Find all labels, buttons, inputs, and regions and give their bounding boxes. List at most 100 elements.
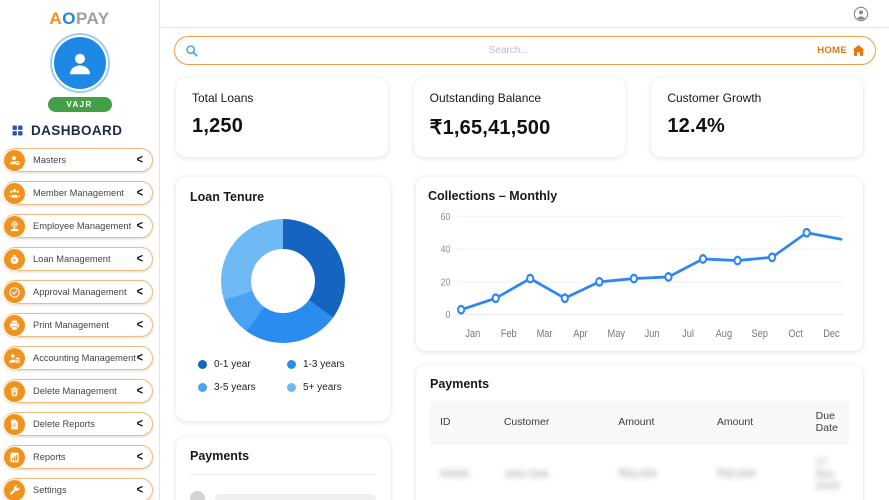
legend-item: 0-1 year: [198, 359, 287, 370]
chevron-left-icon: <: [136, 185, 143, 201]
chevron-left-icon: <: [136, 383, 143, 399]
sidebar-item-delete-reports[interactable]: Delete Reports <: [3, 412, 153, 436]
stat-value: 1,250: [192, 115, 244, 137]
svg-text:40: 40: [441, 244, 451, 256]
svg-text:Apr: Apr: [573, 328, 588, 340]
stat-card-customer-growth: Customer Growth 12.4%: [651, 78, 863, 157]
column-header: Due Date: [805, 401, 849, 444]
stat-label: Total Loans: [192, 91, 254, 105]
svg-text:May: May: [608, 328, 626, 340]
home-icon: [852, 45, 865, 56]
collections-title: Collections – Monthly: [428, 189, 558, 203]
table-row: #3456 John Doe ₹50,000 ₹50,000 17 Nov 2023: [430, 443, 849, 500]
list-item-text-placeholder: [215, 493, 376, 500]
svg-text:Feb: Feb: [501, 328, 517, 340]
legend-label: 0-1 year: [214, 359, 251, 370]
report-delete-icon: [3, 412, 26, 436]
legend-item: 5+ years: [287, 382, 376, 393]
menu-item-label: Accounting Management: [33, 353, 136, 363]
user-menu-button[interactable]: [853, 6, 869, 22]
check-circle-icon: [3, 280, 26, 304]
search-icon: [186, 44, 198, 57]
menu-item-label: Reports: [33, 452, 66, 462]
logo-letter-a: A: [49, 9, 63, 28]
chevron-left-icon: <: [136, 251, 143, 267]
sidebar-item-member-management[interactable]: Member Management <: [3, 181, 153, 205]
menu-item-label: Settings: [33, 485, 67, 495]
legend-dot: [287, 383, 296, 392]
main-area: HOME Total Loans 1,250 Outstanding Balan…: [161, 0, 889, 500]
sidebar-item-approval-management[interactable]: Approval Management <: [3, 280, 153, 304]
svg-text:Dec: Dec: [823, 328, 839, 340]
menu-item-label: Masters: [33, 155, 67, 165]
chevron-left-icon: <: [136, 482, 143, 498]
dashboard-content: Total Loans 1,250 Outstanding Balance ₹1…: [161, 65, 889, 500]
legend-label: 1-3 years: [303, 359, 345, 370]
list-item-avatar-placeholder: [190, 491, 205, 500]
sidebar-item-delete-management[interactable]: Delete Management <: [3, 379, 153, 403]
sidebar-item-loan-management[interactable]: ₹ Loan Management <: [3, 247, 153, 271]
legend-label: 5+ years: [303, 382, 342, 393]
table-cell: 17 Nov 2023: [805, 443, 849, 500]
avatar[interactable]: [53, 37, 106, 89]
sidebar-item-settings[interactable]: Settings <: [3, 478, 153, 500]
sidebar-menu: Masters < Member Management < Employee M…: [0, 147, 159, 500]
accounting-icon: [3, 346, 26, 370]
sidebar-item-print-management[interactable]: Print Management <: [3, 313, 153, 337]
sidebar-item-accounting-management[interactable]: Accounting Management <: [3, 346, 153, 370]
left-column: Loan Tenure 0-1 year 1-3 years 3-5 years 5+…: [176, 177, 390, 500]
menu-item-label: Employee Management: [33, 221, 132, 231]
payments-table: ID Customer Amount Amount Due Date #3456 John…: [430, 401, 849, 500]
trash-icon: [3, 379, 26, 403]
search-input[interactable]: [200, 44, 818, 57]
loan-tenure-donut-chart: [221, 219, 345, 343]
legend-item: 3-5 years: [198, 382, 287, 393]
legend-label: 3-5 years: [214, 382, 256, 393]
search-bar: HOME: [174, 36, 876, 65]
sidebar-item-reports[interactable]: Reports <: [3, 445, 153, 469]
chevron-left-icon: <: [136, 317, 143, 333]
loan-tenure-title: Loan Tenure: [190, 190, 265, 204]
stat-value: ₹1,65,41,500: [429, 117, 551, 139]
column-header: ID: [430, 401, 494, 444]
right-column: Collections – Monthly 0 20 40 60 Jan Feb Mar Ap…: [416, 177, 863, 500]
chart-report-icon: [3, 445, 26, 469]
menu-item-label: Loan Management: [33, 254, 111, 264]
sidebar-item-employee-management[interactable]: Employee Management <: [3, 214, 153, 238]
logo-text-pay: PAY: [75, 9, 110, 28]
payments-list-card: Payments: [176, 437, 390, 500]
home-button-label: HOME: [817, 45, 847, 56]
svg-text:Jul: Jul: [682, 328, 694, 340]
logo-letter-o: O: [62, 9, 76, 28]
divider: [190, 474, 376, 475]
payments-table-card: Payments ID Customer Amount Amount Due Date …: [416, 365, 863, 500]
wrench-icon: [3, 478, 26, 500]
column-header: Customer: [493, 401, 609, 444]
svg-text:Mar: Mar: [537, 328, 553, 340]
list-item: [190, 491, 376, 500]
svg-text:Sep: Sep: [751, 328, 768, 340]
column-header: Amount: [608, 401, 707, 444]
legend-item: 1-3 years: [287, 359, 376, 370]
column-header: Amount: [706, 401, 806, 444]
employee-gear-icon: [3, 214, 26, 238]
svg-text:60: 60: [441, 211, 451, 223]
menu-item-label: Approval Management: [33, 287, 127, 297]
user-gear-icon: [3, 148, 26, 172]
payments-list-title: Payments: [190, 449, 250, 463]
svg-text:Aug: Aug: [716, 328, 733, 340]
stat-card-total-loans: Total Loans 1,250: [176, 78, 388, 157]
menu-item-label: Print Management: [33, 320, 109, 330]
menu-item-label: Delete Management: [33, 386, 117, 396]
dashboard-heading[interactable]: DASHBOARD: [0, 112, 159, 147]
donut-legend: 0-1 year 1-3 years 3-5 years 5+ years: [190, 359, 376, 393]
collections-line-chart: 0 20 40 60 Jan Feb Mar Apr May Jun Jul Aug Sep Oct Dec: [441, 211, 844, 340]
svg-text:Oct: Oct: [788, 328, 803, 340]
dashboard-heading-label: DASHBOARD: [31, 123, 123, 138]
table-cell: #3456: [430, 443, 494, 500]
home-button[interactable]: HOME: [817, 43, 866, 58]
menu-item-label: Delete Reports: [33, 419, 96, 429]
legend-dot: [198, 383, 207, 392]
sidebar-item-masters[interactable]: Masters <: [3, 148, 153, 172]
username-badge: VAJR: [47, 97, 112, 112]
